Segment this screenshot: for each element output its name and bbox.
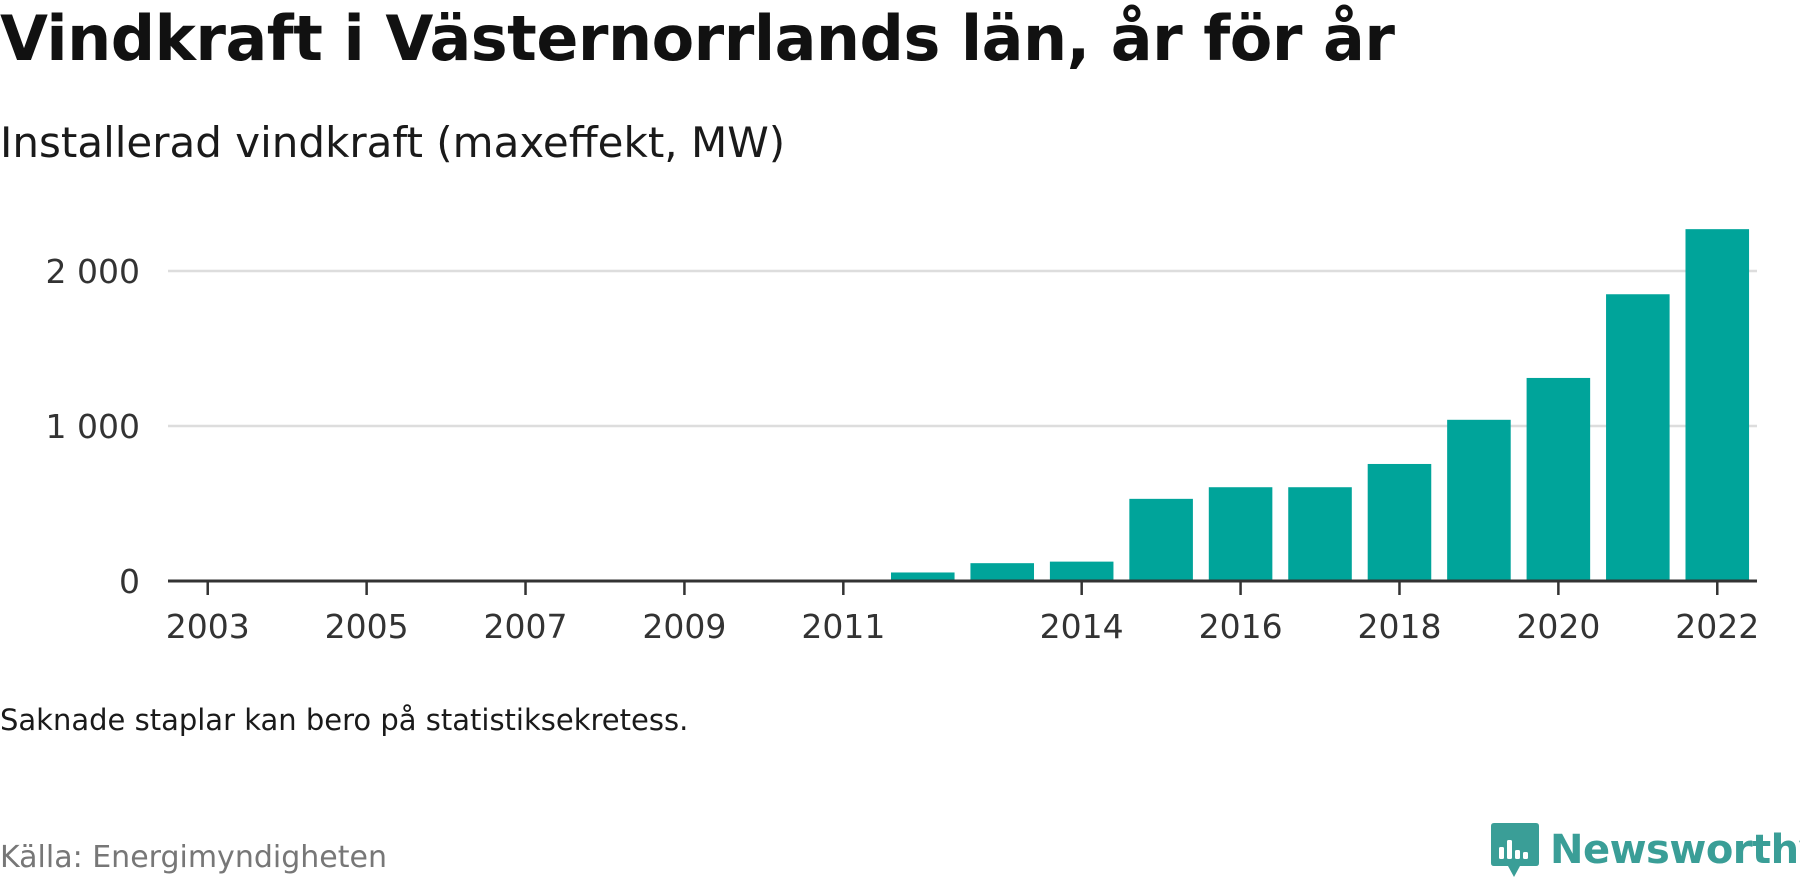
bar-2019 <box>1447 419 1511 581</box>
bar-2012 <box>890 572 955 581</box>
brand-logo[interactable]: Newsworthy <box>1490 820 1800 880</box>
x-tick-label: 2022 <box>1675 607 1759 646</box>
y-tick-labels: 0 1 000 2 000 <box>46 252 140 601</box>
y-tick-label: 1 000 <box>46 407 140 446</box>
bar-2017 <box>1288 487 1352 581</box>
chart-title: Vindkraft i Västernorrlands län, år för … <box>0 2 1395 75</box>
brand-name: Newsworthy <box>1550 827 1800 873</box>
chart-subtitle: Installerad vindkraft (maxeffekt, MW) <box>0 118 786 167</box>
bar-2021 <box>1606 294 1670 581</box>
grid-layer <box>168 269 1757 428</box>
source-text: Källa: Energimyndigheten <box>0 840 387 875</box>
newsworthy-logo-icon <box>1491 823 1539 877</box>
x-tick-label: 2016 <box>1199 607 1283 646</box>
bar-2022 <box>1685 229 1750 581</box>
x-tick-label: 2020 <box>1516 607 1600 646</box>
x-tick-labels: 2003 2005 2007 2009 2011 2014 2016 2018 2020 2022 <box>166 607 1760 646</box>
bar-2016 <box>1208 487 1273 581</box>
bar-2018 <box>1367 463 1432 581</box>
x-tick-label: 2009 <box>642 607 726 646</box>
x-tick-label: 2007 <box>484 607 568 646</box>
x-tick-label: 2018 <box>1357 607 1441 646</box>
bar-2014 <box>1049 561 1114 581</box>
y-tick-label: 2 000 <box>46 252 140 291</box>
bar-chart: 0 1 000 2 000 2003 2005 2007 2009 2011 2014 2016… <box>46 229 1760 646</box>
y-tick-label: 0 <box>119 562 140 601</box>
chart-note: Saknade staplar kan bero på statistiksek… <box>0 703 689 737</box>
x-tick-label: 2014 <box>1040 607 1124 646</box>
bar-2015 <box>1129 498 1193 581</box>
bar-layer <box>890 229 1750 581</box>
x-tick-label: 2003 <box>166 607 250 646</box>
bar-2020 <box>1526 377 1591 581</box>
x-tick-label: 2005 <box>325 607 409 646</box>
bar-2013 <box>970 563 1035 581</box>
axis-layer <box>168 579 1757 595</box>
x-tick-label: 2011 <box>801 607 885 646</box>
